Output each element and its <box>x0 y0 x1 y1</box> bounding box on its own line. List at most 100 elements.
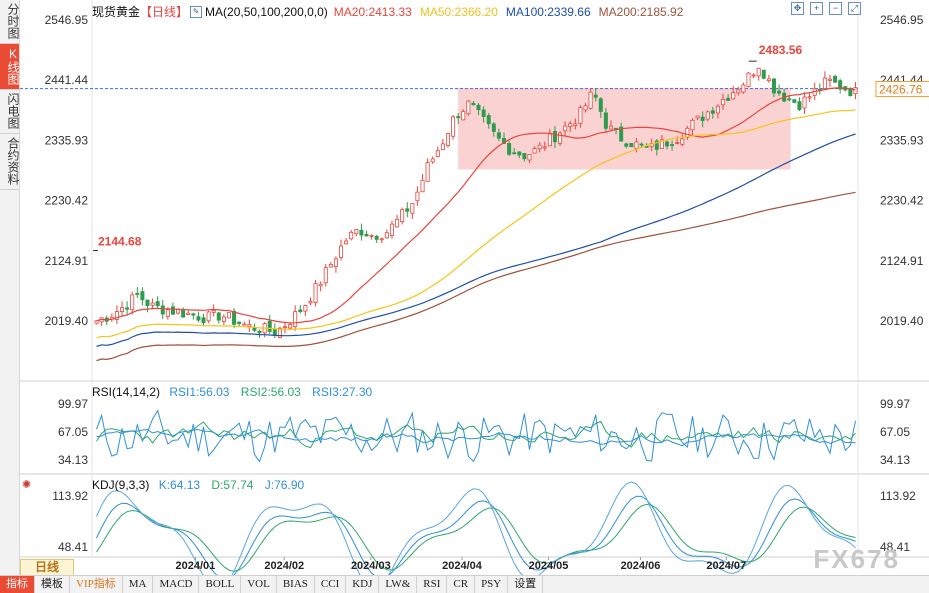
tab-lw[interactable]: LW& <box>379 576 418 593</box>
price-tick-left: 2230.42 <box>45 194 89 208</box>
kdj-d-line <box>96 503 856 572</box>
settings-icon[interactable]: ✎ <box>190 5 203 18</box>
kdj-settings-icon[interactable]: ✺ <box>22 479 32 491</box>
rsi1-line <box>96 409 856 463</box>
candle-body <box>741 84 746 93</box>
low-price-label: 2144.68 <box>98 235 142 249</box>
rsi-tick-left: 67.05 <box>58 425 88 439</box>
candle-body <box>389 223 394 236</box>
tab-cr[interactable]: CR <box>447 576 476 593</box>
candle-body <box>685 127 690 138</box>
tab-vip-indicators[interactable]: VIP指标 <box>70 576 123 593</box>
tab-cci[interactable]: CCI <box>315 576 347 593</box>
expand-icon[interactable]: ⤢ <box>848 2 861 15</box>
price-tick-right: 2230.42 <box>880 194 924 208</box>
candle-body <box>603 112 608 129</box>
price-tick-left: 2441.44 <box>45 73 89 87</box>
candle-body <box>705 111 710 120</box>
candle-body <box>710 110 715 114</box>
candle-body <box>440 143 445 151</box>
tab-indicators[interactable]: 指标 <box>0 576 35 593</box>
candle-body <box>384 232 389 239</box>
candle-body <box>466 100 471 114</box>
candle-body <box>339 245 344 258</box>
price-tick-right: 2019.40 <box>880 314 924 328</box>
candle-body <box>670 144 675 146</box>
candle-body <box>308 301 313 304</box>
tab-psy[interactable]: PSY <box>475 576 509 593</box>
candle-body <box>777 90 782 94</box>
candle-body <box>145 299 150 306</box>
candle-body <box>771 78 776 94</box>
candle-body <box>833 76 838 83</box>
candle-body <box>400 209 405 223</box>
candle-body <box>675 142 680 144</box>
current-price-label: 2426.76 <box>879 83 923 97</box>
candle-body <box>150 302 155 306</box>
tab-boll[interactable]: BOLL <box>199 576 242 593</box>
date-label: 2024/04 <box>442 560 483 572</box>
rsi2-value: RSI2:56.03 <box>240 385 301 399</box>
candle-body <box>272 328 277 336</box>
candle-body <box>634 141 639 149</box>
candle-body <box>695 115 700 119</box>
candle-body <box>461 111 466 121</box>
candle-body <box>512 152 517 155</box>
date-label: 2024/05 <box>529 560 569 572</box>
price-tick-right: 2124.91 <box>880 254 924 268</box>
rsi-tick-left: 99.97 <box>58 397 88 411</box>
candle-body <box>181 309 186 318</box>
tab-flash[interactable]: 闪电图 <box>0 90 20 134</box>
candle-body <box>838 80 843 90</box>
tab-template[interactable]: 模板 <box>35 576 70 593</box>
kdj-tick-right: 48.41 <box>880 540 910 554</box>
chart-area[interactable]: 2546.95 2546.95 2441.44 2441.44 2335.93 2335.… <box>20 0 929 591</box>
candle-body <box>170 306 175 315</box>
zoom-in-icon[interactable]: + <box>810 2 823 15</box>
tab-kline[interactable]: K线图 <box>0 44 20 90</box>
rsi-tick-right: 34.13 <box>880 453 910 467</box>
candle-body <box>420 179 425 193</box>
tab-ma[interactable]: MA <box>123 576 154 593</box>
candle-body <box>206 311 211 322</box>
candle-body <box>573 123 578 126</box>
candle-body <box>379 238 384 241</box>
candle-body <box>583 105 588 111</box>
tab-bias[interactable]: BIAS <box>277 576 315 593</box>
tab-macd[interactable]: MACD <box>153 576 200 593</box>
candle-body <box>237 321 242 324</box>
kdj-label: KDJ(9,3,3) <box>92 478 150 492</box>
candle-body <box>608 125 613 130</box>
price-tick-right: 2546.95 <box>880 13 924 27</box>
candle-body <box>293 311 298 327</box>
candle-body <box>120 307 125 312</box>
candle-body <box>410 203 415 214</box>
instrument-name: 现货黄金 <box>92 5 141 19</box>
zoom-out-icon[interactable]: − <box>829 2 842 15</box>
candle-body <box>451 116 456 137</box>
candle-body <box>507 143 512 155</box>
tab-timeshare[interactable]: 分时图 <box>0 0 20 44</box>
candle-body <box>349 231 354 240</box>
indicator-tab-bar: 指标 模板 VIP指标 MA MACD BOLL VOL BIAS CCI KD… <box>0 575 929 593</box>
tab-rsi[interactable]: RSI <box>417 576 448 593</box>
crosshair-icon[interactable]: ✥ <box>791 2 804 15</box>
candle-body <box>659 139 664 149</box>
rsi-label: RSI(14,14,2) <box>92 385 161 399</box>
date-label: 2024/02 <box>264 560 304 572</box>
candle-body <box>135 292 140 295</box>
tab-settings[interactable]: 设置 <box>508 576 544 593</box>
period-selector[interactable]: 日线 <box>20 559 74 576</box>
candle-body <box>359 229 364 236</box>
candle-body <box>563 125 568 132</box>
candle-body <box>766 78 771 81</box>
kdj-tick-left: 48.41 <box>58 540 88 554</box>
tab-kdj[interactable]: KDJ <box>346 576 380 593</box>
candle-body <box>288 324 293 329</box>
candle-body <box>726 97 731 101</box>
candle-body <box>425 162 430 182</box>
tab-contract-info[interactable]: 合约资料 <box>0 134 20 190</box>
candle-body <box>481 109 486 117</box>
tab-vol[interactable]: VOL <box>241 576 277 593</box>
